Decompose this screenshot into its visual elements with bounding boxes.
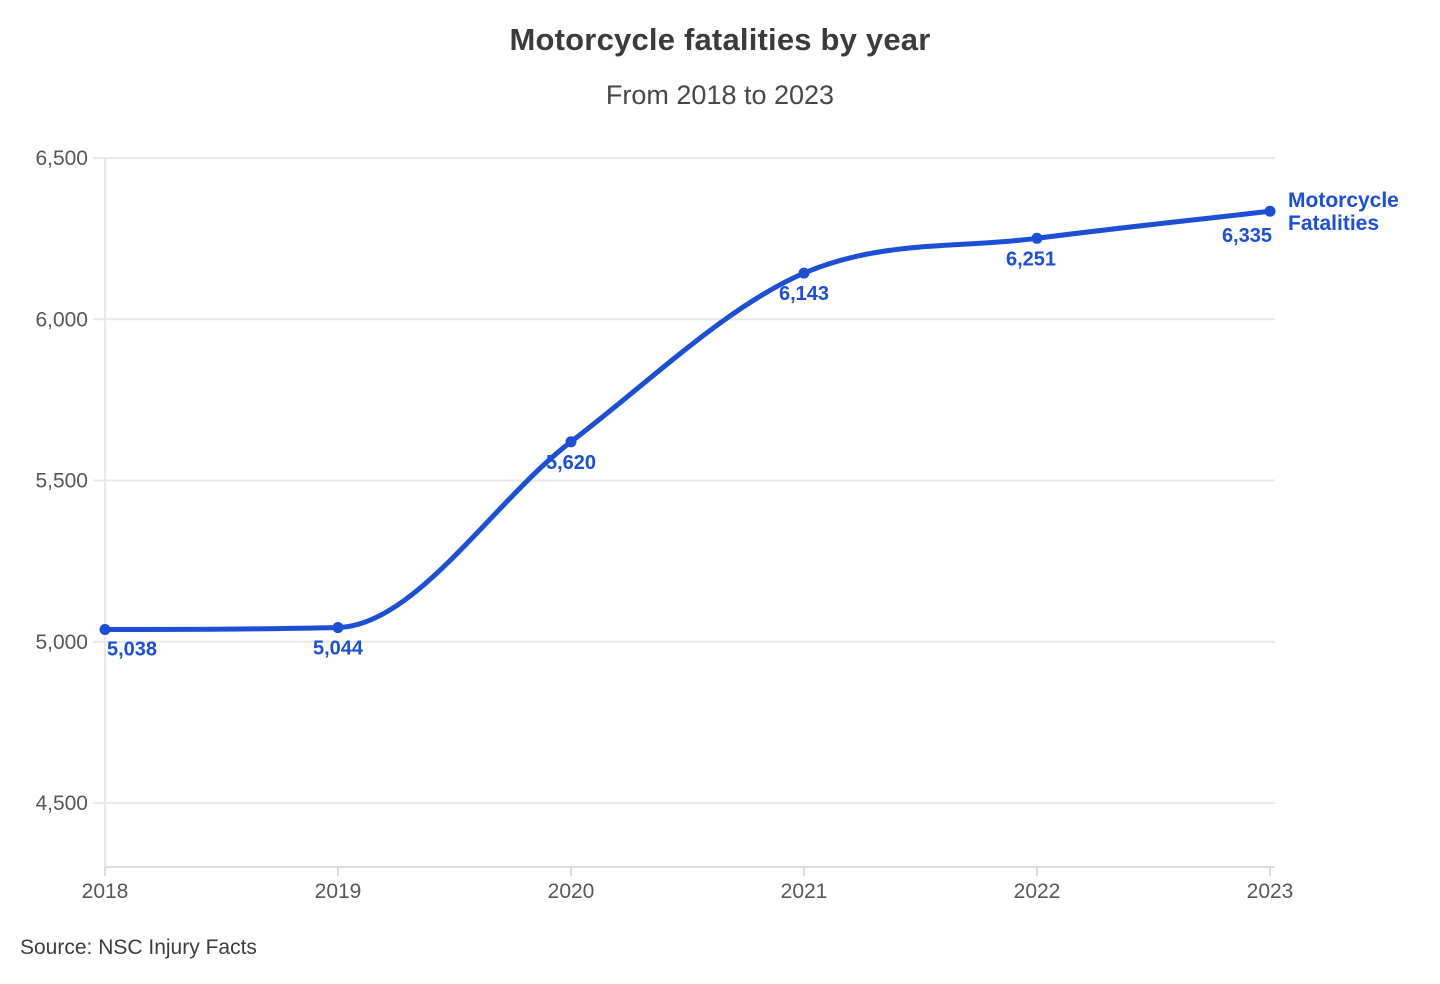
data-point: [1031, 232, 1043, 244]
y-axis-tick-label: 5,500: [35, 470, 88, 493]
data-point-label: 6,143: [779, 283, 829, 305]
data-point: [798, 267, 810, 279]
x-axis-tick-label: 2023: [1247, 880, 1294, 903]
x-axis-tick-label: 2018: [82, 880, 129, 903]
data-point-label: 5,620: [546, 452, 596, 474]
y-axis-tick-label: 5,000: [35, 631, 88, 654]
chart-subtitle: From 2018 to 2023: [605, 80, 835, 110]
data-point-label: 5,044: [313, 638, 364, 660]
data-point: [332, 622, 344, 634]
series-legend-line2: Fatalities: [1288, 212, 1380, 235]
x-axis-tick-label: 2019: [315, 880, 362, 903]
source-note: Source: NSC Injury Facts: [20, 936, 257, 959]
data-point-label: 6,251: [1006, 248, 1056, 270]
x-axis-tick-label: 2020: [548, 880, 595, 903]
data-point-label: 5,038: [107, 638, 157, 660]
series-legend-line1: Motorcycle: [1288, 189, 1399, 212]
y-axis-tick-label: 6,500: [35, 147, 88, 170]
data-point: [1264, 205, 1276, 217]
series-line: [102, 208, 1273, 632]
y-axis-tick-label: 4,500: [35, 792, 88, 815]
data-point: [99, 623, 111, 635]
data-point: [565, 436, 577, 448]
x-axis-tick-label: 2021: [781, 880, 828, 903]
series-legend-label: Motorcycle Fatalities: [1288, 189, 1399, 235]
chart-title: Motorcycle fatalities by year: [509, 22, 931, 57]
x-axis-tick-label: 2022: [1014, 880, 1061, 903]
data-point-label: 6,335: [1222, 225, 1272, 247]
y-axis-tick-label: 6,000: [35, 308, 88, 331]
